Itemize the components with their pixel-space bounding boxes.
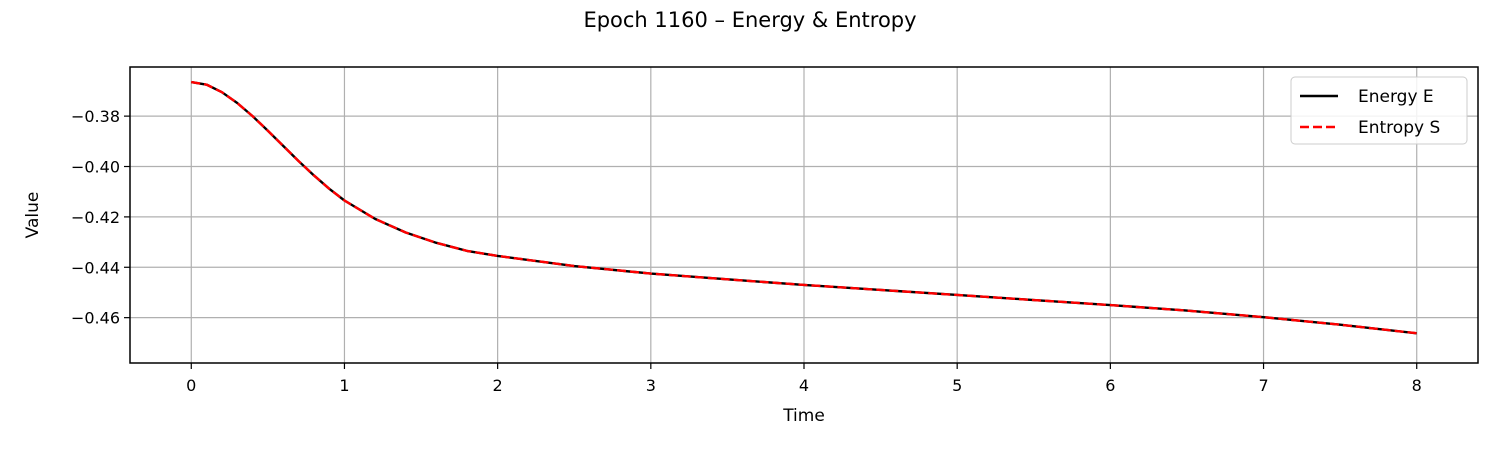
y-tick-label: −0.46 <box>71 309 120 328</box>
x-tick-label: 0 <box>186 376 196 395</box>
x-tick-label: 2 <box>493 376 503 395</box>
x-tick-label: 5 <box>952 376 962 395</box>
x-tick-label: 1 <box>339 376 349 395</box>
y-axis-label: Value <box>23 192 43 239</box>
legend-label: Entropy S <box>1358 118 1440 138</box>
y-tick-label: −0.40 <box>71 158 120 177</box>
series-layer <box>191 80 1417 335</box>
x-tick-label: 7 <box>1258 376 1268 395</box>
y-tick-label: −0.42 <box>71 208 120 227</box>
x-tick-label: 4 <box>799 376 809 395</box>
y-tick-label: −0.38 <box>71 107 120 126</box>
chart-title: Epoch 1160 – Energy & Entropy <box>583 8 916 32</box>
x-axis-label: Time <box>782 406 825 426</box>
x-tick-label: 3 <box>646 376 656 395</box>
y-tick-label: −0.44 <box>71 258 120 277</box>
series-line-entropy-s <box>191 80 1417 335</box>
legend: Energy E Entropy S <box>1290 76 1468 145</box>
ticks-layer: 0 1 2 3 4 5 6 7 8 −0.46 −0.44 −0.42 −0.40 −0.38 <box>71 107 1422 395</box>
grid-layer <box>130 67 1478 363</box>
x-tick-label: 8 <box>1412 376 1422 395</box>
x-tick-label: 6 <box>1105 376 1115 395</box>
legend-label: Energy E <box>1358 87 1434 107</box>
